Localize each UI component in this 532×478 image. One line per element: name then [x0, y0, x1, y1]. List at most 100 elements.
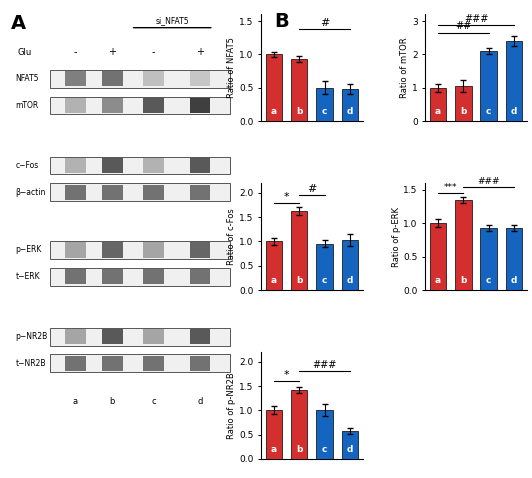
- FancyBboxPatch shape: [102, 98, 122, 113]
- Text: Glu: Glu: [18, 48, 32, 56]
- Text: d: d: [347, 445, 353, 454]
- Text: p−NR2B: p−NR2B: [15, 332, 47, 341]
- Text: b: b: [296, 276, 303, 285]
- Text: p−ERK: p−ERK: [15, 245, 41, 254]
- Bar: [342, 431, 358, 459]
- FancyBboxPatch shape: [65, 242, 86, 258]
- Text: #: #: [320, 18, 329, 28]
- FancyBboxPatch shape: [143, 185, 164, 200]
- FancyBboxPatch shape: [65, 356, 86, 371]
- Bar: [291, 59, 307, 121]
- Text: b: b: [110, 397, 115, 406]
- Bar: [317, 244, 333, 290]
- Text: c: c: [486, 107, 492, 116]
- Text: a: a: [271, 276, 277, 285]
- Bar: [430, 88, 446, 121]
- FancyBboxPatch shape: [102, 269, 122, 284]
- Text: *: *: [284, 192, 289, 202]
- Text: d: d: [347, 276, 353, 285]
- FancyBboxPatch shape: [143, 329, 164, 344]
- Text: d: d: [197, 397, 203, 406]
- Text: a: a: [271, 107, 277, 116]
- Text: t−NR2B: t−NR2B: [15, 359, 46, 368]
- Text: ###: ###: [464, 14, 488, 24]
- Text: d: d: [511, 107, 517, 116]
- Text: c−Fos: c−Fos: [15, 161, 38, 170]
- FancyBboxPatch shape: [65, 158, 86, 173]
- FancyBboxPatch shape: [189, 98, 210, 113]
- Text: ##: ##: [455, 22, 471, 32]
- Bar: [480, 51, 497, 121]
- Text: *: *: [284, 370, 289, 380]
- Y-axis label: Ratio of c-Fos: Ratio of c-Fos: [228, 208, 237, 265]
- Y-axis label: Ratio of p-NR2B: Ratio of p-NR2B: [228, 372, 237, 439]
- Text: b: b: [296, 445, 303, 454]
- Bar: [291, 211, 307, 290]
- Text: B: B: [274, 12, 289, 31]
- FancyBboxPatch shape: [102, 185, 122, 200]
- FancyBboxPatch shape: [189, 269, 210, 284]
- Text: a: a: [435, 107, 441, 116]
- FancyBboxPatch shape: [143, 158, 164, 173]
- FancyBboxPatch shape: [102, 71, 122, 87]
- Text: d: d: [511, 276, 517, 285]
- FancyBboxPatch shape: [50, 97, 230, 114]
- Text: c: c: [322, 445, 327, 454]
- Bar: [480, 228, 497, 290]
- FancyBboxPatch shape: [189, 158, 210, 173]
- Text: a: a: [73, 397, 78, 406]
- Text: ###: ###: [312, 360, 337, 370]
- Bar: [291, 390, 307, 459]
- Text: +: +: [196, 47, 204, 57]
- Y-axis label: Ratio of p-ERK: Ratio of p-ERK: [392, 206, 401, 267]
- Text: b: b: [460, 107, 467, 116]
- FancyBboxPatch shape: [50, 183, 230, 201]
- FancyBboxPatch shape: [189, 356, 210, 371]
- FancyBboxPatch shape: [189, 71, 210, 87]
- FancyBboxPatch shape: [65, 269, 86, 284]
- FancyBboxPatch shape: [65, 71, 86, 87]
- FancyBboxPatch shape: [189, 329, 210, 344]
- Text: d: d: [347, 107, 353, 116]
- Bar: [430, 223, 446, 290]
- Y-axis label: Ratio of mTOR: Ratio of mTOR: [400, 37, 409, 98]
- FancyBboxPatch shape: [143, 242, 164, 258]
- Text: NFAT5: NFAT5: [15, 74, 39, 83]
- FancyBboxPatch shape: [50, 157, 230, 174]
- Text: a: a: [435, 276, 441, 285]
- Bar: [317, 88, 333, 121]
- FancyBboxPatch shape: [189, 242, 210, 258]
- FancyBboxPatch shape: [143, 71, 164, 87]
- FancyBboxPatch shape: [50, 354, 230, 372]
- Bar: [342, 240, 358, 290]
- FancyBboxPatch shape: [65, 329, 86, 344]
- Text: +: +: [108, 47, 116, 57]
- FancyBboxPatch shape: [65, 98, 86, 113]
- Bar: [506, 41, 522, 121]
- Text: -: -: [73, 47, 77, 57]
- FancyBboxPatch shape: [189, 185, 210, 200]
- Bar: [317, 410, 333, 459]
- Text: -: -: [152, 47, 155, 57]
- Bar: [342, 89, 358, 121]
- Text: ***: ***: [444, 183, 458, 192]
- FancyBboxPatch shape: [143, 269, 164, 284]
- Bar: [455, 200, 471, 290]
- FancyBboxPatch shape: [50, 268, 230, 285]
- Y-axis label: Ratio of NFAT5: Ratio of NFAT5: [228, 37, 237, 98]
- Text: mTOR: mTOR: [15, 101, 38, 110]
- Text: c: c: [322, 276, 327, 285]
- Text: c: c: [152, 397, 156, 406]
- Text: b: b: [296, 107, 303, 116]
- FancyBboxPatch shape: [102, 158, 122, 173]
- FancyBboxPatch shape: [102, 356, 122, 371]
- FancyBboxPatch shape: [143, 98, 164, 113]
- FancyBboxPatch shape: [50, 241, 230, 259]
- Text: t−ERK: t−ERK: [15, 272, 40, 281]
- Text: β−actin: β−actin: [15, 188, 46, 196]
- Text: c: c: [322, 107, 327, 116]
- FancyBboxPatch shape: [143, 356, 164, 371]
- Text: a: a: [271, 445, 277, 454]
- FancyBboxPatch shape: [102, 242, 122, 258]
- Text: c: c: [486, 276, 492, 285]
